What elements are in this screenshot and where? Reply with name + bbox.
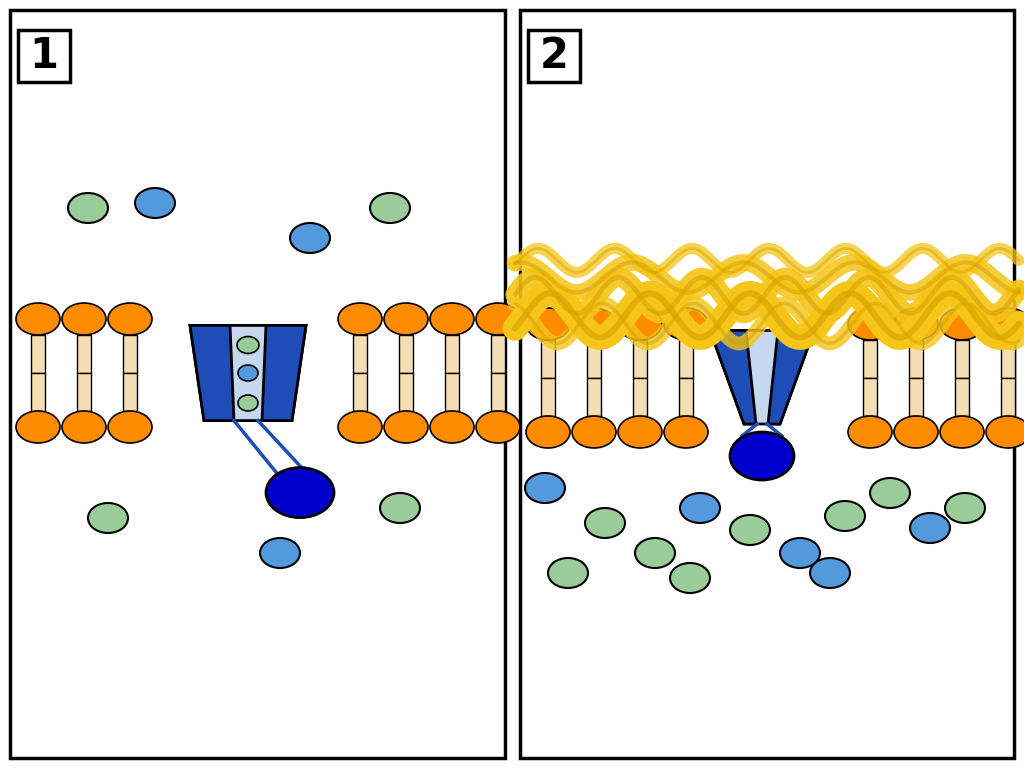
Ellipse shape [476,303,520,335]
Ellipse shape [664,416,708,448]
Ellipse shape [380,493,420,523]
Bar [541,340,555,378]
Ellipse shape [384,303,428,335]
Ellipse shape [526,416,570,448]
Ellipse shape [670,563,710,593]
Ellipse shape [476,411,520,443]
Ellipse shape [62,411,106,443]
Ellipse shape [548,558,588,588]
Ellipse shape [810,558,850,588]
Ellipse shape [848,416,892,448]
Ellipse shape [780,538,820,568]
Ellipse shape [237,336,259,353]
Ellipse shape [430,303,474,335]
Ellipse shape [266,468,334,518]
Polygon shape [710,330,756,424]
Bar [955,378,969,416]
Ellipse shape [910,513,950,543]
Bar [77,335,91,373]
Ellipse shape [338,411,382,443]
Bar [863,378,877,416]
Ellipse shape [370,193,410,223]
Ellipse shape [940,416,984,448]
Bar [587,340,601,378]
Bar [909,378,923,416]
Bar [10,10,505,758]
Bar [490,373,505,411]
Bar [587,378,601,416]
Ellipse shape [572,416,616,448]
Ellipse shape [635,538,675,568]
Bar [18,30,70,82]
Bar [445,335,459,373]
Ellipse shape [848,308,892,340]
Ellipse shape [986,416,1024,448]
Ellipse shape [108,411,152,443]
Polygon shape [190,326,306,421]
Ellipse shape [260,538,300,568]
Ellipse shape [870,478,910,508]
Bar [399,373,413,411]
Bar [31,373,45,411]
Ellipse shape [88,503,128,533]
Ellipse shape [384,411,428,443]
Ellipse shape [664,308,708,340]
Ellipse shape [338,303,382,335]
Ellipse shape [945,493,985,523]
Ellipse shape [238,395,258,411]
Bar [863,340,877,378]
Bar [31,335,45,373]
Polygon shape [710,330,814,424]
Bar [123,373,137,411]
Polygon shape [262,326,306,421]
Bar [490,335,505,373]
Ellipse shape [68,193,108,223]
Ellipse shape [618,416,662,448]
Bar [1001,378,1015,416]
Bar [679,378,693,416]
Ellipse shape [825,501,865,531]
Bar [955,340,969,378]
Ellipse shape [430,411,474,443]
Ellipse shape [526,308,570,340]
Bar [528,30,580,82]
Ellipse shape [572,308,616,340]
Bar [77,373,91,411]
Bar [1001,340,1015,378]
Bar [445,373,459,411]
Bar [541,378,555,416]
Ellipse shape [16,303,60,335]
Ellipse shape [238,365,258,381]
Text: 2: 2 [540,35,568,77]
Bar [633,340,647,378]
Bar [633,378,647,416]
Ellipse shape [62,303,106,335]
Ellipse shape [585,508,625,538]
Bar [399,335,413,373]
Ellipse shape [108,303,152,335]
Ellipse shape [680,493,720,523]
Ellipse shape [16,411,60,443]
Ellipse shape [730,432,794,480]
Ellipse shape [894,308,938,340]
Bar [679,340,693,378]
Polygon shape [190,326,234,421]
Ellipse shape [940,308,984,340]
Bar [353,335,367,373]
Ellipse shape [730,515,770,545]
Polygon shape [768,330,814,424]
Ellipse shape [135,188,175,218]
Text: 1: 1 [30,35,58,77]
Bar [909,340,923,378]
Bar [520,10,1014,758]
Ellipse shape [525,473,565,503]
Ellipse shape [986,308,1024,340]
Bar [353,373,367,411]
Ellipse shape [618,308,662,340]
Bar [123,335,137,373]
Ellipse shape [290,223,330,253]
Ellipse shape [894,416,938,448]
